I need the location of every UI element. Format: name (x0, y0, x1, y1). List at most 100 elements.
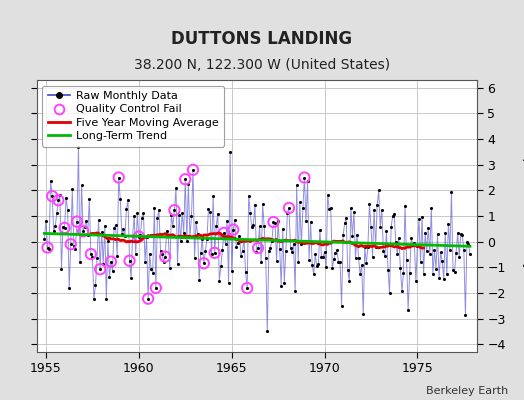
Point (229, 226, 237, 233)
Point (133, 210, 141, 216)
Point (449, 266, 457, 273)
Point (189, 167, 197, 173)
Point (156, 247, 165, 254)
Point (307, 219, 315, 225)
Point (255, 223, 264, 230)
Point (136, 232, 145, 238)
Point (376, 224, 385, 230)
Point (73, 218, 81, 225)
Point (102, 296, 111, 302)
Point (300, 174, 309, 181)
Point (319, 254, 327, 260)
Point (266, 244, 275, 251)
Point (78, 182, 86, 188)
Point (378, 206, 386, 213)
Point (368, 254, 377, 260)
Point (227, 267, 236, 274)
Point (243, 285, 252, 291)
Point (79, 228, 88, 234)
Point (291, 288, 299, 294)
Point (128, 232, 137, 239)
Point (418, 214, 426, 220)
Point (132, 251, 140, 257)
Point (407, 235, 416, 241)
Point (59, 223, 67, 230)
Point (269, 219, 278, 225)
Point (395, 235, 403, 242)
Point (441, 230, 450, 236)
Point (56, 192, 64, 199)
Point (93, 255, 101, 262)
Point (86, 251, 95, 257)
Point (269, 219, 278, 225)
Point (200, 260, 208, 266)
Point (68, 186, 77, 192)
Point (452, 250, 460, 256)
Point (57, 266, 66, 272)
Point (331, 250, 340, 256)
Point (125, 258, 134, 264)
Point (399, 270, 408, 276)
Point (425, 251, 434, 257)
Point (203, 236, 211, 242)
Point (288, 249, 296, 255)
Point (212, 223, 221, 230)
Point (285, 205, 293, 211)
Point (226, 149, 234, 155)
Point (350, 209, 358, 216)
Point (297, 241, 305, 247)
Point (372, 244, 380, 250)
Point (184, 181, 192, 187)
Point (181, 176, 190, 182)
Point (385, 290, 394, 296)
Point (296, 199, 304, 206)
Point (192, 219, 200, 226)
Point (422, 248, 431, 254)
Point (396, 265, 405, 272)
Point (370, 207, 378, 213)
Point (334, 259, 343, 265)
Point (402, 257, 411, 263)
Point (151, 285, 160, 291)
Point (356, 271, 364, 278)
Point (215, 278, 224, 284)
Point (460, 247, 468, 253)
Point (344, 267, 352, 273)
Point (218, 246, 226, 253)
Point (159, 259, 168, 265)
Point (347, 204, 355, 211)
Point (52, 210, 61, 216)
Point (341, 220, 349, 226)
Point (421, 230, 429, 236)
Point (354, 255, 363, 262)
Point (409, 241, 417, 248)
Point (115, 174, 123, 181)
Point (359, 311, 367, 318)
Point (261, 254, 270, 261)
Point (463, 239, 471, 245)
Point (317, 254, 325, 260)
Point (220, 230, 228, 236)
Point (166, 265, 174, 272)
Point (365, 201, 374, 207)
Point (444, 221, 453, 227)
Point (206, 209, 214, 215)
Point (310, 271, 318, 278)
Point (170, 207, 179, 213)
Point (337, 303, 346, 309)
Point (410, 240, 419, 246)
Point (223, 218, 231, 224)
Point (124, 197, 132, 204)
Point (122, 206, 130, 212)
Point (336, 259, 344, 265)
Point (342, 215, 351, 221)
Point (216, 263, 225, 270)
Point (383, 228, 391, 234)
Point (209, 193, 217, 199)
Point (208, 251, 216, 258)
Point (272, 258, 281, 264)
Point (173, 261, 182, 268)
Point (276, 246, 284, 252)
Point (413, 242, 422, 249)
Point (190, 255, 199, 261)
